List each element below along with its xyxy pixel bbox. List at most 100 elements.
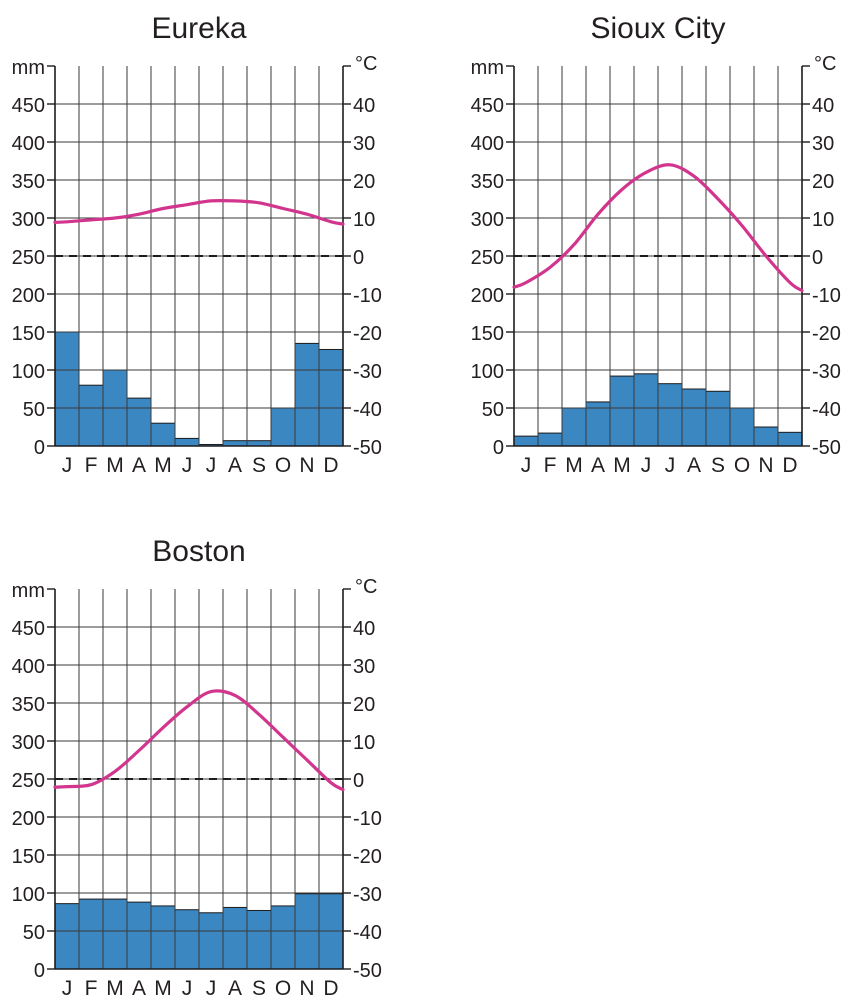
right-tick-label: 20 [812,171,834,193]
precip-bar-6 [174,437,200,447]
month-label: N [299,977,314,996]
month-label: J [665,454,676,477]
precip-bar-7 [198,912,224,970]
month-label: J [521,454,532,477]
month-label: M [106,454,124,477]
month-label: O [275,977,291,996]
right-tick-label: -20 [812,323,841,345]
left-tick-label: 450 [12,95,45,117]
precip-bar-10 [270,905,296,970]
right-tick-label: 30 [353,133,375,155]
precip-bar-8 [681,388,707,447]
month-label: D [323,454,338,477]
month-label: A [132,977,146,996]
chart-sioux-city: Sioux City050100150200250300350400450mm-… [471,12,841,477]
right-tick-label: -40 [353,399,382,421]
precip-bar-1 [54,331,80,447]
temperature-line [53,198,345,226]
precip-bar-10 [270,407,296,447]
month-label: J [641,454,652,477]
left-tick-label: 150 [12,323,45,345]
right-tick-label: -20 [353,323,382,345]
left-tick-label: 450 [471,95,504,117]
left-tick-label: 50 [23,399,45,421]
right-axis-unit: °C [814,53,836,75]
precip-bar-2 [78,384,104,447]
chart-boston: Boston050100150200250300350400450mm-50-4… [12,535,382,1000]
month-label: F [85,977,98,996]
month-label: O [275,454,291,477]
month-label: J [182,454,193,477]
right-axis-unit: °C [355,53,377,75]
left-tick-label: 100 [12,884,45,906]
precip-bar-5 [150,905,176,970]
right-tick-label: 0 [812,247,823,269]
precip-bar-4 [126,901,152,970]
left-tick-label: 400 [12,133,45,155]
right-tick-label: 20 [353,694,375,716]
right-tick-label: -10 [812,285,841,307]
left-tick-label: 50 [482,399,504,421]
precip-bar-8 [222,906,248,970]
month-label: D [782,454,797,477]
right-tick-label: -50 [353,437,382,459]
month-label: N [758,454,773,477]
month-label: F [85,454,98,477]
right-tick-label: 0 [353,247,364,269]
precip-bar-2 [537,432,563,447]
right-tick-label: -30 [353,361,382,383]
chart-eureka: Eureka050100150200250300350400450mm-50-4… [12,12,382,477]
temperature-line [53,689,345,792]
right-tick-label: -50 [353,960,382,982]
right-tick-label: 40 [353,95,375,117]
precip-bar-2 [78,898,104,970]
precip-bar-6 [633,373,659,447]
month-label: J [62,977,73,996]
right-tick-label: 40 [353,618,375,640]
precip-bar-6 [174,909,200,970]
month-label: A [591,454,605,477]
precip-bar-7 [657,383,683,447]
month-label: N [299,454,314,477]
month-label: M [154,977,172,996]
left-tick-label: 250 [471,247,504,269]
month-label: D [323,977,338,996]
left-tick-label: 400 [12,656,45,678]
precip-bar-11 [753,426,779,447]
right-tick-label: 0 [353,770,364,792]
month-label: O [734,454,750,477]
right-tick-label: 40 [812,95,834,117]
left-tick-label: 450 [12,618,45,640]
month-label: A [228,454,242,477]
precip-bar-4 [585,401,611,447]
left-tick-label: 150 [471,323,504,345]
left-tick-label: 300 [12,732,45,754]
precip-bar-3 [561,407,587,447]
right-tick-label: -20 [353,846,382,868]
right-tick-label: -40 [812,399,841,421]
precip-bar-9 [246,909,272,970]
left-axis-unit: mm [12,57,45,79]
temperature-line [512,163,804,293]
month-label: S [711,454,725,477]
month-label: J [62,454,73,477]
precip-bar-10 [729,407,755,447]
month-label: M [565,454,583,477]
month-label: A [132,454,146,477]
right-tick-label: -30 [812,361,841,383]
left-tick-label: 200 [12,285,45,307]
right-tick-label: -30 [353,884,382,906]
month-label: M [106,977,124,996]
left-tick-label: 0 [34,960,45,982]
left-tick-label: 400 [471,133,504,155]
left-tick-label: 200 [471,285,504,307]
left-tick-label: 350 [471,171,504,193]
right-axis-unit: °C [355,576,377,598]
chart-title: Eureka [151,12,246,45]
left-tick-label: 50 [23,922,45,944]
left-axis-unit: mm [471,57,504,79]
left-tick-label: 350 [12,694,45,716]
month-label: S [252,977,266,996]
left-tick-label: 300 [471,209,504,231]
